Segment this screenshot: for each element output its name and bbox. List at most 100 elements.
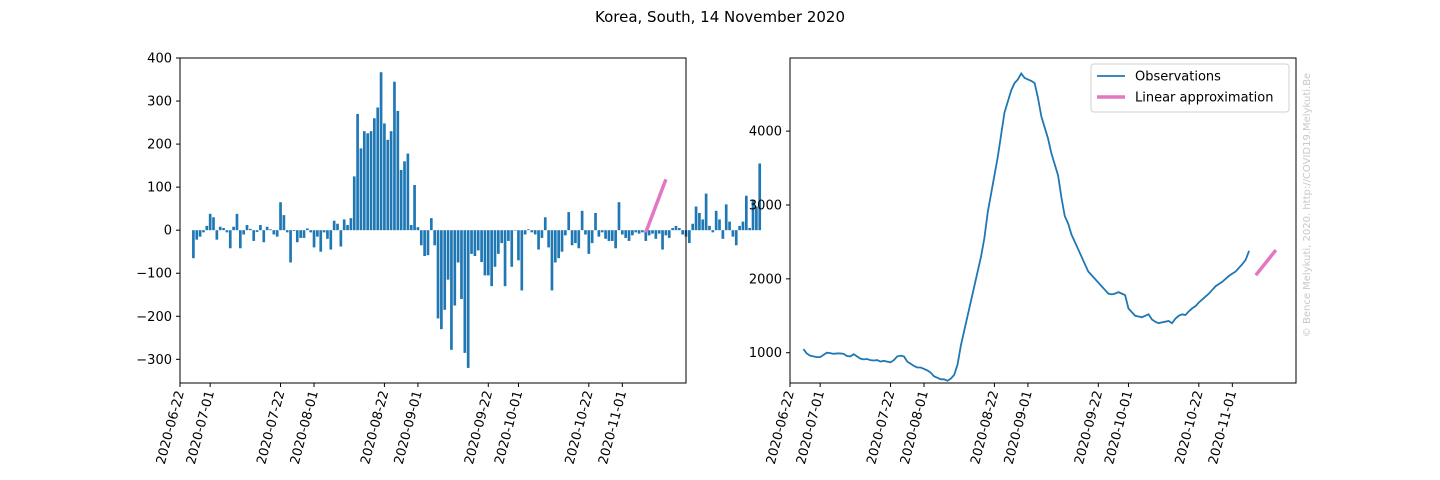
bar (265, 226, 269, 231)
y-tick-label: −200 (136, 310, 172, 325)
bar (493, 230, 497, 267)
bar (540, 230, 544, 238)
bar (537, 230, 540, 250)
bar (520, 230, 524, 291)
x-tick-label: 2020-10-01 (492, 389, 526, 466)
bar (691, 223, 695, 231)
bar (426, 230, 430, 256)
bar (319, 230, 323, 252)
bar (366, 133, 369, 231)
bar (664, 230, 668, 236)
bar (748, 228, 752, 231)
bar (570, 230, 574, 246)
bar (272, 230, 276, 235)
bar (533, 230, 537, 235)
bar (490, 230, 493, 287)
bar (560, 230, 564, 252)
bar (473, 230, 477, 257)
bar (604, 230, 607, 239)
bar (627, 230, 631, 241)
y-tick-label: 100 (147, 181, 172, 196)
bar (202, 230, 205, 233)
bar (620, 230, 624, 235)
bar (714, 210, 718, 231)
bar (373, 118, 376, 231)
bar (724, 204, 728, 231)
bar (453, 230, 457, 306)
bar (671, 228, 674, 231)
bar (483, 230, 487, 276)
bar (336, 223, 339, 231)
bar (755, 206, 758, 231)
bar (386, 139, 390, 231)
y-tick-label: 4000 (749, 125, 782, 140)
legend-box (1090, 63, 1290, 113)
bar (252, 230, 256, 241)
bar (738, 225, 741, 231)
bar (218, 226, 222, 231)
bar (517, 230, 520, 261)
bar (413, 184, 416, 231)
bar (584, 230, 587, 235)
bar (637, 230, 641, 234)
y-tick-label: 3000 (749, 198, 782, 213)
bar (232, 226, 235, 231)
bar (557, 230, 560, 259)
bar (651, 230, 654, 234)
bar (389, 131, 393, 231)
bar (711, 230, 715, 233)
bar (741, 221, 745, 231)
bar (661, 230, 664, 250)
bar (744, 195, 748, 231)
bar (734, 230, 738, 246)
x-tick-label: 2020-09-01 (392, 389, 426, 466)
bar (688, 230, 691, 244)
x-tick-label: 2020-07-22 (254, 389, 288, 466)
bar (339, 230, 343, 247)
bar (346, 225, 349, 231)
bar (195, 230, 199, 240)
bar (701, 219, 705, 231)
bar (674, 225, 678, 231)
x-tick-label: 2020-08-01 (898, 389, 932, 466)
bar (419, 230, 423, 246)
bar (543, 217, 547, 231)
bar (657, 230, 661, 234)
bar (463, 230, 467, 353)
legend: Observations Linear approximation (1090, 63, 1290, 113)
bar (245, 225, 249, 231)
bar (758, 163, 762, 231)
bar (279, 202, 282, 231)
bar (352, 176, 356, 231)
bar (564, 230, 567, 236)
bar (306, 228, 309, 231)
bar (332, 220, 336, 231)
bar (503, 230, 507, 287)
legend-label: Linear approximation (1135, 91, 1273, 106)
bar (527, 229, 530, 231)
bar (547, 230, 550, 248)
bar (641, 230, 644, 233)
bar (597, 230, 601, 237)
bar (409, 225, 413, 231)
x-tick-label: 2020-08-01 (288, 389, 322, 466)
bar (275, 230, 279, 237)
y-tick-label: 200 (147, 138, 172, 153)
bar (289, 230, 292, 263)
bar (677, 228, 681, 231)
x-tick-label: 2020-07-22 (864, 389, 898, 466)
bar (553, 230, 557, 263)
bar (235, 213, 239, 231)
x-tick-label: 2020-07-01 (794, 389, 828, 466)
bar (379, 72, 383, 231)
linear-approximation-line (644, 178, 668, 233)
x-tick-label: 2020-06-22 (764, 389, 798, 466)
linear-approximation-line (1254, 248, 1278, 277)
bar (587, 230, 591, 254)
bar (406, 153, 410, 231)
bar (212, 217, 215, 231)
bar (731, 230, 735, 237)
bar (644, 230, 648, 241)
